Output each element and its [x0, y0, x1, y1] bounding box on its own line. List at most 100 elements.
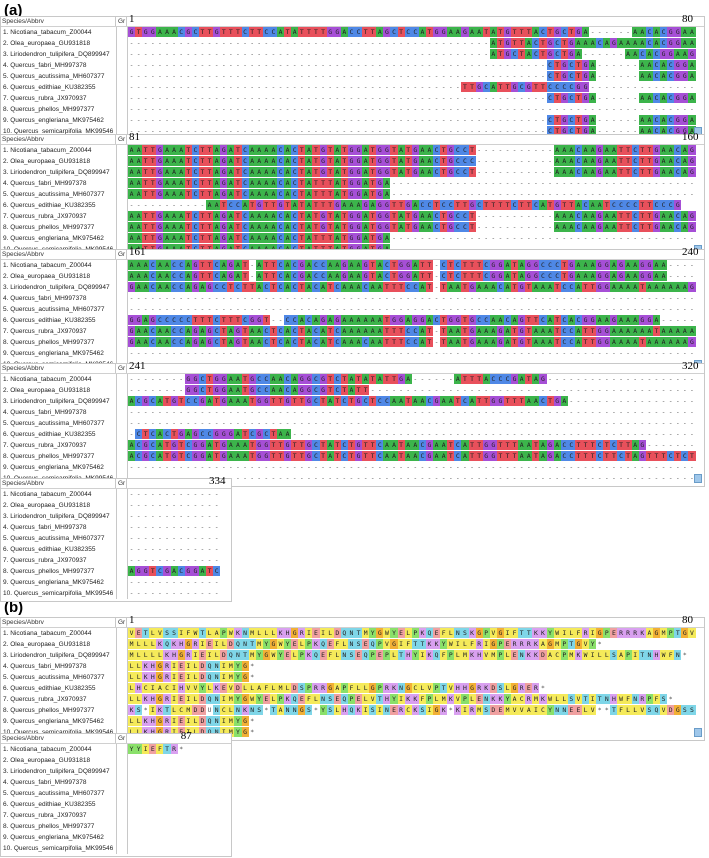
species-name[interactable]: 10. Quercus_semicarpifolia_MK99546 [3, 845, 114, 852]
group-column-header[interactable]: Gr [118, 364, 127, 373]
species-name[interactable]: 4. Quercus_fabri_MH997378 [3, 180, 87, 187]
residue: A [220, 260, 228, 270]
species-name[interactable]: 7. Quercus_rubra_JX970937 [3, 557, 87, 564]
species-name[interactable]: 7. Quercus_rubra_JX970937 [3, 213, 87, 220]
species-name[interactable]: 9. Quercus_engleriana_MK975462 [3, 718, 104, 725]
species-name[interactable]: 7. Quercus_rubra_JX970937 [3, 328, 87, 335]
species-name[interactable]: 3. Liriodendron_tulipifera_DQ899947 [3, 768, 110, 775]
species-name[interactable]: 7. Quercus_rubra_JX970937 [3, 442, 87, 449]
group-column-header[interactable]: Gr [118, 135, 127, 144]
species-name[interactable]: 6. Quercus_edithiae_KU382355 [3, 202, 96, 209]
species-name[interactable]: 3. Liriodendron_tulipifera_DQ899947 [3, 398, 110, 405]
species-name[interactable]: 8. Quercus_phellos_MH997377 [3, 568, 95, 575]
species-name[interactable]: 6. Quercus_edithiae_KU382355 [3, 431, 96, 438]
group-column-header[interactable]: Gr [118, 250, 127, 259]
species-name[interactable]: 5. Quercus_acutissima_MH607377 [3, 790, 105, 797]
species-name[interactable]: 5. Quercus_acutissima_MH607377 [3, 674, 105, 681]
species-name[interactable]: 1. Nicotiana_tabacum_Z00044 [3, 262, 92, 269]
group-column-header[interactable]: Gr [118, 618, 127, 627]
residue: A [482, 326, 490, 336]
species-name[interactable]: 1. Nicotiana_tabacum_Z00044 [3, 491, 92, 498]
species-column-header[interactable]: Species/Abbrv [1, 618, 116, 627]
species-name[interactable]: 8. Quercus_phellos_MH997377 [3, 823, 95, 830]
species-name[interactable]: 3. Liriodendron_tulipifera_DQ899947 [3, 169, 110, 176]
species-name[interactable]: 4. Quercus_fabri_MH997378 [3, 409, 87, 416]
species-name[interactable]: 2. Olea_europaea_GU931818 [3, 502, 91, 509]
species-name[interactable]: 2. Olea_europaea_GU931818 [3, 757, 91, 764]
species-name[interactable]: 10. Quercus_semicarpifolia_MK99546 [1, 727, 116, 738]
species-name[interactable]: 7. Quercus_rubra_JX970937 [3, 696, 87, 703]
species-name[interactable]: 6. Quercus_edithiae_KU382355 [3, 546, 96, 553]
species-name[interactable]: 9. Quercus_engleriana_MK975462 [3, 235, 104, 242]
residue: - [441, 190, 446, 198]
group-column-header[interactable]: Gr [118, 479, 127, 488]
species-name[interactable]: 2. Olea_europaea_GU931818 [3, 158, 91, 165]
species-name[interactable]: 1. Nicotiana_tabacum_Z00044 [3, 29, 92, 36]
species-name[interactable]: 9. Quercus_engleriana_MK975462 [3, 579, 104, 586]
species-name[interactable]: 10. Quercus_semicarpifolia_MK99546 [3, 590, 114, 597]
species-name[interactable]: 8. Quercus_phellos_MH997377 [3, 339, 95, 346]
species-column-header[interactable]: Species/Abbrv [1, 364, 116, 373]
species-name[interactable]: 3. Liriodendron_tulipifera_DQ899947 [3, 513, 110, 520]
species-column-header[interactable]: Species/Abbrv [1, 17, 116, 26]
species-name[interactable]: 5. Quercus_acutissima_MH607377 [3, 191, 105, 198]
species-name[interactable]: 9. Quercus_engleriana_MK975462 [3, 350, 104, 357]
species-name[interactable]: 7. Quercus_rubra_JX970937 [3, 812, 87, 819]
species-name[interactable]: 6. Quercus_edithiae_KU382355 [3, 317, 96, 324]
species-name[interactable]: 4. Quercus_fabri_MH997378 [3, 663, 87, 670]
species-column-header[interactable]: Species/Abbrv [1, 734, 116, 743]
species-name[interactable]: 1. Nicotiana_tabacum_Z00044 [3, 630, 92, 637]
species-column-header[interactable]: Species/Abbrv [1, 479, 116, 488]
species-name[interactable]: 1. Nicotiana_tabacum_Z00044 [3, 147, 92, 154]
species-name[interactable]: 8. Quercus_phellos_MH997377 [3, 453, 95, 460]
residue: T [326, 211, 334, 221]
species-name[interactable]: 3. Liriodendron_tulipifera_DQ899947 [3, 652, 110, 659]
species-name[interactable]: 9. Quercus_engleriana_MK975462 [3, 117, 104, 124]
species-name[interactable]: 8. Quercus_phellos_MH997377 [3, 224, 95, 231]
species-name[interactable]: 3. Liriodendron_tulipifera_DQ899947 [3, 284, 110, 291]
species-name[interactable]: 2. Olea_europaea_GU931818 [3, 387, 91, 394]
sequence-area[interactable]: ----------------------------------------… [128, 489, 221, 599]
species-name[interactable]: 5. Quercus_acutissima_MH607377 [3, 306, 105, 313]
species-name[interactable]: 6. Quercus_edithiae_KU382355 [3, 84, 96, 91]
species-name[interactable]: 5. Quercus_acutissima_MH607377 [3, 73, 105, 80]
species-name[interactable]: 7. Quercus_rubra_JX970937 [3, 95, 87, 102]
species-name[interactable]: 2. Olea_europaea_GU931818 [3, 641, 91, 648]
group-column-header[interactable]: Gr [118, 17, 127, 26]
group-column-header[interactable]: Gr [118, 734, 127, 743]
residue: A [589, 60, 597, 70]
species-name[interactable]: 4. Quercus_fabri_MH997378 [3, 295, 87, 302]
species-name[interactable]: 1. Nicotiana_tabacum_Z00044 [3, 746, 92, 753]
species-name[interactable]: 2. Olea_europaea_GU931818 [3, 40, 91, 47]
species-name[interactable]: 9. Quercus_engleriana_MK975462 [3, 834, 104, 841]
residue: T [369, 260, 377, 270]
species-name[interactable]: 5. Quercus_acutissima_MH607377 [3, 535, 105, 542]
residue: - [157, 83, 162, 91]
species-name[interactable]: 9. Quercus_engleriana_MK975462 [3, 464, 104, 471]
species-name[interactable]: 4. Quercus_fabri_MH997378 [3, 524, 87, 531]
species-name[interactable]: 10. Quercus_semicarpifolia_MK99546 [3, 128, 114, 135]
species-name[interactable]: 8. Quercus_phellos_MH997377 [3, 106, 95, 113]
species-name[interactable]: 1. Nicotiana_tabacum_Z00044 [3, 376, 92, 383]
species-name[interactable]: 5. Quercus_acutissima_MH607377 [3, 420, 105, 427]
species-name[interactable]: 6. Quercus_edithiae_KU382355 [3, 685, 96, 692]
species-name[interactable]: 8. Quercus_phellos_MH997377 [3, 707, 95, 714]
species-name[interactable]: 3. Liriodendron_tulipifera_DQ899947 [3, 51, 110, 58]
species-name[interactable]: 6. Quercus_edithiae_KU382355 [3, 801, 96, 808]
scroll-marker[interactable] [694, 728, 702, 737]
species-column-header[interactable]: Species/Abbrv [1, 135, 116, 144]
sequence-area[interactable]: Y Y I E F T R * [128, 744, 185, 854]
species-name[interactable]: 2. Olea_europaea_GU931818 [3, 273, 91, 280]
scroll-marker[interactable] [694, 474, 702, 483]
residue: Y [503, 694, 512, 704]
species-name[interactable]: 4. Quercus_fabri_MH997378 [3, 779, 87, 786]
residue: - [413, 294, 418, 302]
residue: C [220, 705, 228, 715]
species-column-header[interactable]: Species/Abbrv [1, 250, 116, 259]
species-name[interactable]: 4. Quercus_fabri_MH997378 [3, 62, 87, 69]
